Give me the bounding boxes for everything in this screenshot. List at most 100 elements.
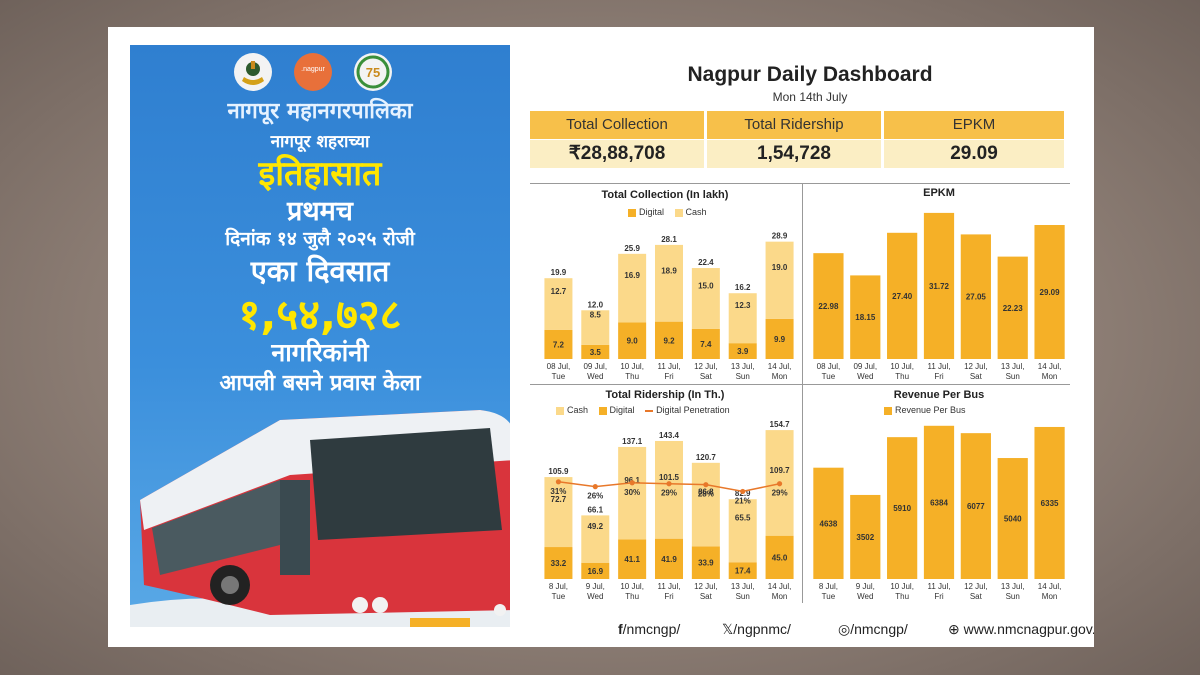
ridership-xtick: 14 Jul, [768,582,792,591]
legend-cash: Cash [685,207,707,217]
epkm-xtick: 08 Jul, [817,362,841,371]
rpb-value-label: 4638 [820,519,838,528]
ridership-xtick: Wed [587,592,603,601]
epkm-xtick: Thu [895,372,909,381]
collection-bar-digital [728,343,757,359]
ridership-chart: 33.272.7105.916.949.266.141.196.1137.141… [544,420,794,601]
collection-panel: Total Collection (In lakh) Digital Cash … [530,185,800,381]
ridership-value-label: 33.2 [551,559,567,568]
rpb-title: Revenue Per Bus [893,389,985,401]
collection-value-label: 3.5 [590,348,602,357]
epkm-value-label: 27.40 [892,292,913,301]
rpb-bar [923,425,955,579]
ridership-xtick: 12 Jul, [694,582,718,591]
nagpur-brand-logo: .nagpur [294,53,332,91]
ridership-total-label: 137.1 [622,437,643,446]
epkm-bar [887,232,918,359]
penetration-point [592,484,598,490]
rpb-xtick: 9 Jul, [856,582,875,591]
epkm-xtick: Sun [1006,372,1020,381]
epkm-xtick: 13 Jul, [1001,362,1025,371]
epkm-value-label: 22.98 [818,302,839,311]
collection-value-label: 8.5 [590,311,602,320]
penetration-label: 30% [624,488,640,497]
divider-vertical [802,183,803,603]
ridership-value-label: 49.2 [587,522,603,531]
epkm-xtick: Sat [970,372,983,381]
rpb-bar [887,437,918,579]
collection-value-label: 9.0 [627,337,639,346]
collection-value-label: 12.7 [551,287,567,296]
epkm-xtick: Fri [934,372,944,381]
collection-value-label: 7.2 [553,340,565,349]
ridership-value-label: 65.5 [735,514,751,523]
ridership-xtick: 8 Jul, [549,582,568,591]
ridership-value-label: 17.4 [735,567,751,576]
footer-x[interactable]: 𝕏/ngpnmc/ [722,621,791,638]
divider-top [530,183,1070,184]
penetration-label: 29% [661,489,677,498]
rpb-panel: Revenue Per Bus Revenue Per Bus 4638 3502… [806,387,1072,609]
svg-text:75: 75 [366,65,380,80]
rpb-bar [1034,426,1065,579]
ridership-xtick: 11 Jul, [658,582,681,591]
dashboard-title: Nagpur Daily Dashboard [687,63,933,86]
x-icon: 𝕏 [722,621,734,637]
collection-xtick: Thu [625,372,639,381]
ridership-value-label: 41.9 [661,555,677,564]
collection-title: Total Collection (In lakh) [601,189,729,201]
legend-digital: Digital [639,207,665,217]
rpb-xtick: 11 Jul, [928,582,951,591]
ridership-xtick: Fri [664,592,674,601]
collection-xtick: Wed [587,372,603,381]
nmc-emblem-logo [234,53,272,91]
rpb-xtick: Sat [970,592,983,601]
facebook-icon: f [618,621,623,637]
rpb-value-label: 3502 [856,533,874,542]
penetration-point [703,482,709,488]
ridership-value-label: 16.9 [587,567,603,576]
ridership-bar-digital [765,535,794,579]
collection-xtick: 08 Jul, [547,362,571,371]
footer-web[interactable]: ⊕ www.nmcnagpur.gov.in/ [948,621,1094,638]
collection-xtick: 14 Jul, [768,362,792,371]
ridership-xtick: 13 Jul, [731,582,755,591]
legend-rpb: Revenue Per Bus [895,405,966,415]
collection-bar-digital [544,329,573,359]
kpi-epkm-value: 29.09 [884,140,1064,168]
daily-dashboard: Nagpur Daily Dashboard Mon 14th July Tot… [526,27,1094,647]
footer-instagram[interactable]: ◎/nmcngp/ [838,621,908,638]
ridership-value-label: 86.8 [698,488,714,497]
legend-penetration: Digital Penetration [656,405,730,415]
collection-xtick: Fri [664,372,674,381]
collection-value-label: 16.9 [624,271,640,280]
ridership-bar-cash [654,440,684,539]
ridership-bar-cash [581,515,610,563]
epkm-panel: EPKM 22.98 18.15 27.40 31.72 27.05 22.23 29.09… [806,185,1072,381]
collection-value-label: 12.3 [735,301,751,310]
web-url: www.nmcnagpur.gov.in/ [963,621,1094,637]
ridership-legend: Cash Digital Digital Penetration [548,405,730,415]
collection-xtick: Sat [700,372,713,381]
ridership-value-label: 101.5 [659,473,680,482]
rpb-xtick: Fri [934,592,944,601]
collection-total-label: 12.0 [587,300,603,309]
collection-value-label: 19.0 [772,263,788,272]
collection-bar-digital [765,318,794,359]
epkm-chart: 22.98 18.15 27.40 31.72 27.05 22.23 29.09 08 Ju… [813,212,1065,381]
logo-row: .nagpur 75 [130,53,510,93]
footer-facebook[interactable]: f/nmcngp/ [618,621,680,637]
dashboard-card: .nagpur 75 नागपूर महानगरपालिका नागपूर शह… [108,27,1094,647]
ridership-xtick: 10 Jul, [620,582,644,591]
collection-total-label: 16.2 [735,283,751,292]
penetration-point [666,481,672,487]
ridership-bar-digital [618,539,647,579]
ridership-bar-digital [654,538,684,579]
rpb-xtick: 14 Jul, [1038,582,1062,591]
rpb-bar [997,458,1028,579]
rpb-xtick: Mon [1042,592,1058,601]
epkm-bar [813,253,844,359]
city-line: नागपूर शहराच्या [270,132,370,152]
epkm-xtick: Wed [857,372,873,381]
one-day-line: एका दिवसात [250,254,390,288]
